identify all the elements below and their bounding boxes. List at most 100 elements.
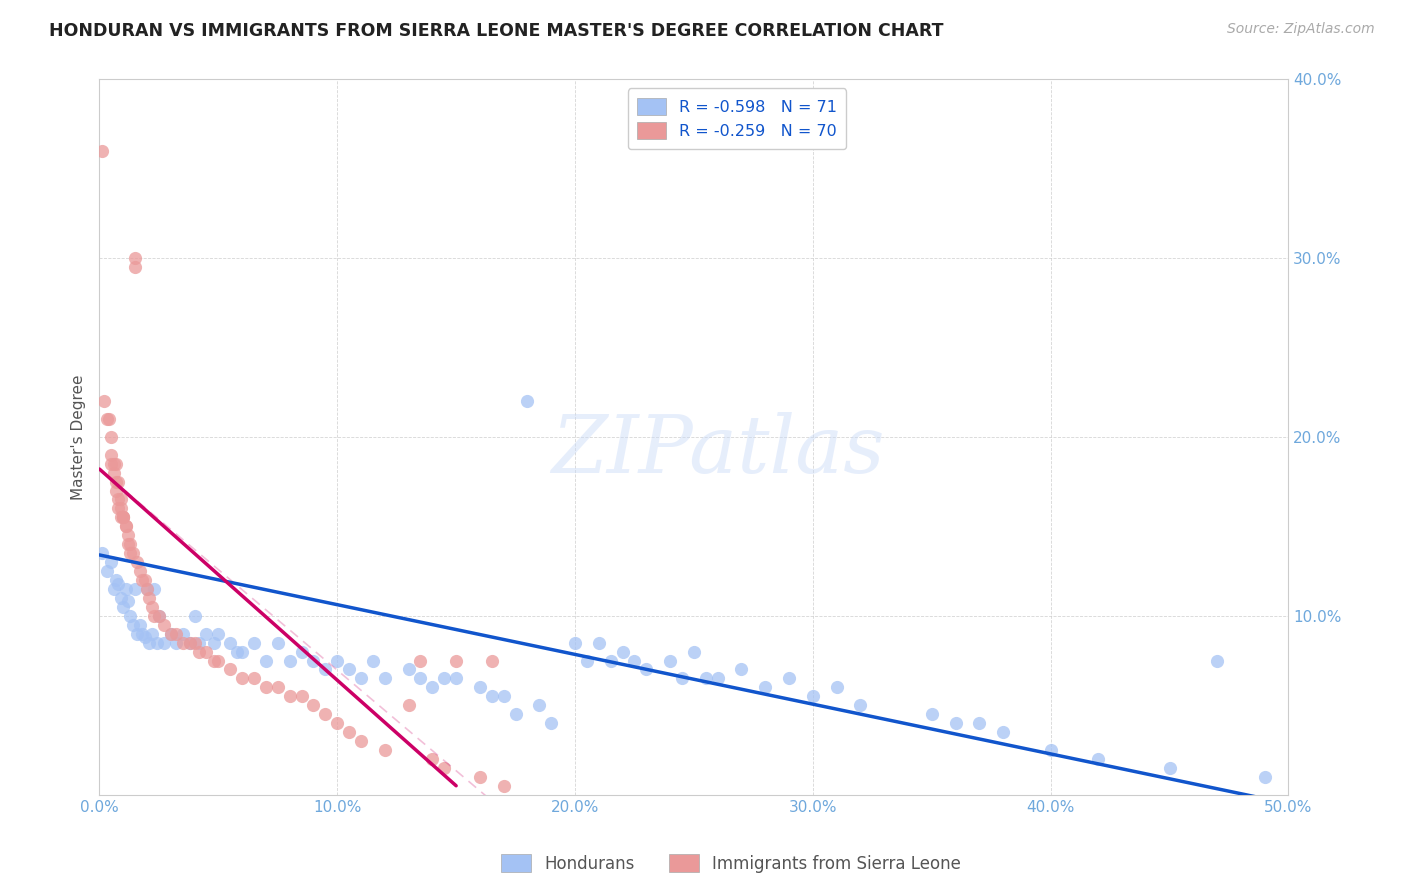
Point <box>107 475 129 489</box>
Point <box>1039 743 1062 757</box>
Point <box>105 483 128 498</box>
Point <box>314 707 336 722</box>
Point <box>754 681 776 695</box>
Point <box>1206 653 1229 667</box>
Text: HONDURAN VS IMMIGRANTS FROM SIERRA LEONE MASTER'S DEGREE CORRELATION CHART: HONDURAN VS IMMIGRANTS FROM SIERRA LEONE… <box>49 22 943 40</box>
Point <box>945 716 967 731</box>
Point <box>207 626 229 640</box>
Point <box>398 698 420 713</box>
Point <box>105 457 128 471</box>
Point <box>433 672 456 686</box>
Point <box>105 573 128 587</box>
Point <box>143 582 166 596</box>
Point <box>350 734 373 748</box>
Point <box>148 608 170 623</box>
Point <box>540 716 562 731</box>
Point <box>100 448 122 462</box>
Point <box>505 707 527 722</box>
Point <box>409 672 432 686</box>
Point <box>131 626 153 640</box>
Point <box>112 510 135 524</box>
Point <box>121 617 143 632</box>
Point <box>179 635 201 649</box>
Point <box>127 555 149 569</box>
Point <box>112 599 135 614</box>
Point <box>219 663 242 677</box>
Point <box>107 501 129 516</box>
Point <box>659 653 682 667</box>
Point <box>226 644 249 658</box>
Point <box>124 251 146 265</box>
Point <box>112 510 135 524</box>
Point <box>671 672 693 686</box>
Point <box>134 630 156 644</box>
Point <box>202 653 225 667</box>
Point <box>96 412 118 426</box>
Point <box>481 690 503 704</box>
Point <box>138 591 160 605</box>
Point <box>492 779 515 793</box>
Point <box>314 663 336 677</box>
Point <box>468 681 491 695</box>
Point <box>921 707 943 722</box>
Point <box>302 653 325 667</box>
Point <box>124 260 146 274</box>
Point <box>290 644 312 658</box>
Point <box>302 698 325 713</box>
Point <box>433 761 456 775</box>
Point <box>112 510 135 524</box>
Point <box>96 564 118 578</box>
Point <box>195 644 218 658</box>
Point <box>110 501 132 516</box>
Point <box>141 599 163 614</box>
Text: Source: ZipAtlas.com: Source: ZipAtlas.com <box>1227 22 1375 37</box>
Point <box>117 594 139 608</box>
Point <box>90 144 112 158</box>
Point <box>468 770 491 784</box>
Point <box>267 681 290 695</box>
Point <box>172 626 194 640</box>
Point <box>202 635 225 649</box>
Point <box>422 681 444 695</box>
Point <box>337 663 360 677</box>
Point <box>444 653 467 667</box>
Point <box>278 653 301 667</box>
Point <box>105 475 128 489</box>
Point <box>374 672 396 686</box>
Point <box>152 617 174 632</box>
Point <box>103 457 125 471</box>
Point <box>127 626 149 640</box>
Point <box>107 492 129 507</box>
Point <box>100 457 122 471</box>
Point <box>110 510 132 524</box>
Point <box>444 672 467 686</box>
Point <box>141 626 163 640</box>
Point <box>165 626 187 640</box>
Point <box>107 576 129 591</box>
Point <box>117 537 139 551</box>
Point <box>188 635 211 649</box>
Point <box>138 635 160 649</box>
Point <box>100 430 122 444</box>
Point <box>148 608 170 623</box>
Point <box>136 582 159 596</box>
Point <box>599 653 621 667</box>
Point <box>326 716 349 731</box>
Point <box>695 672 717 686</box>
Point <box>134 573 156 587</box>
Point <box>409 653 432 667</box>
Point <box>398 663 420 677</box>
Point <box>516 394 538 409</box>
Point <box>131 573 153 587</box>
Point <box>117 528 139 542</box>
Point <box>114 519 136 533</box>
Point <box>350 672 373 686</box>
Point <box>90 546 112 560</box>
Point <box>124 582 146 596</box>
Point <box>103 582 125 596</box>
Point <box>801 690 824 704</box>
Point <box>1253 770 1275 784</box>
Point <box>588 635 610 649</box>
Point <box>267 635 290 649</box>
Point <box>481 653 503 667</box>
